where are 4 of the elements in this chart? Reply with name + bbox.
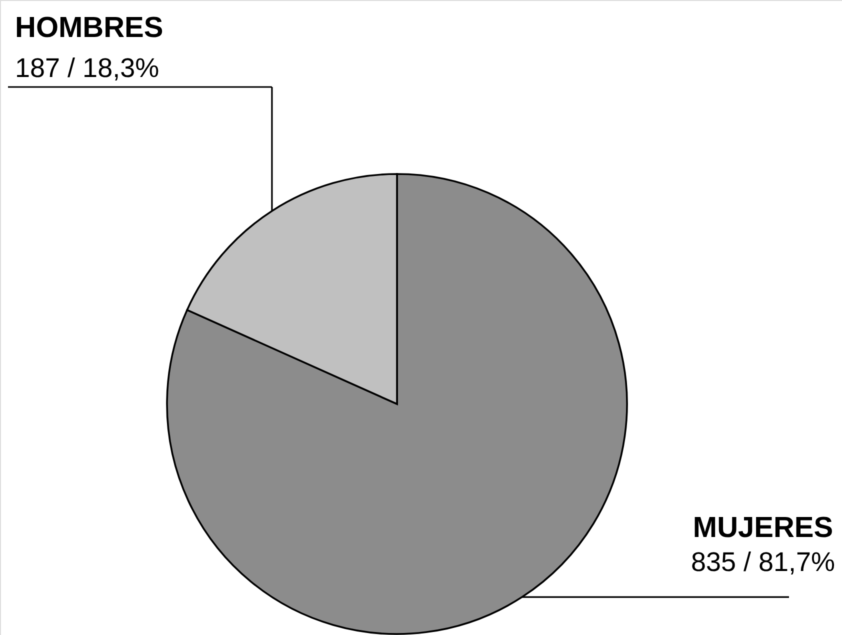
slice-label: HOMBRES [15,12,164,44]
data-label: 187 / 18,3% [15,53,160,83]
data-label: 835 / 81,7% [690,547,836,578]
slice-label: MUJERES [692,512,834,544]
